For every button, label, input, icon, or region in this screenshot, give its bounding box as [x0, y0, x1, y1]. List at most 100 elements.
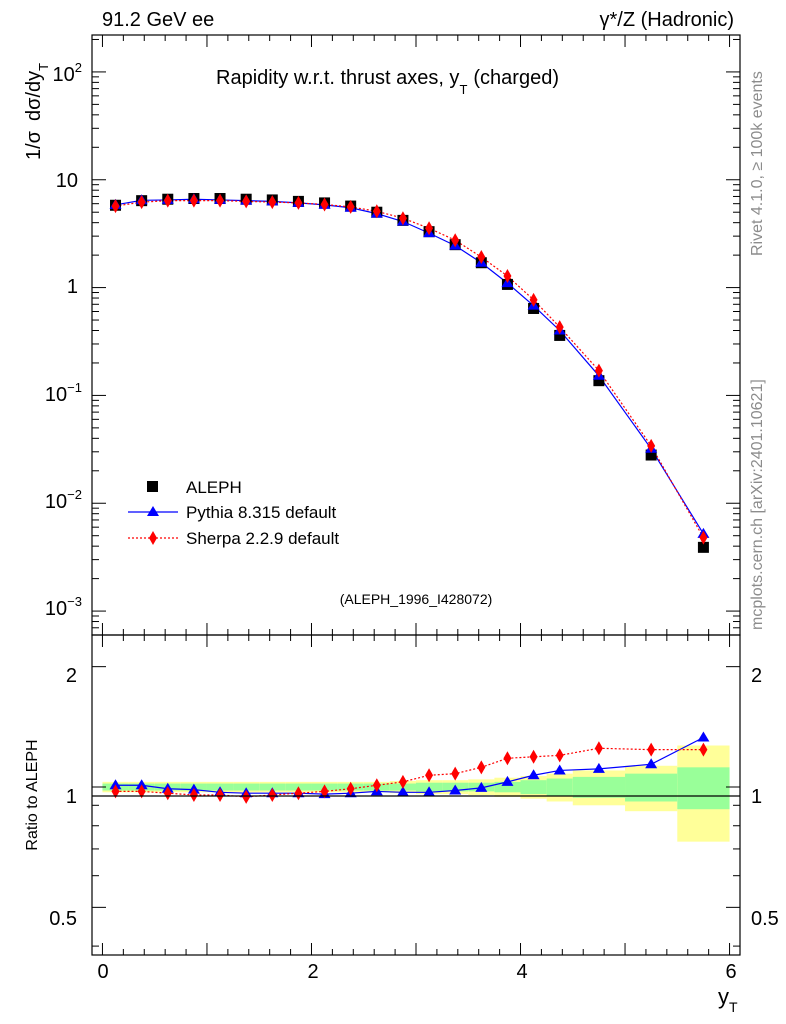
sherpa-ratio-point: [163, 786, 172, 801]
main-plot-series: [109, 193, 710, 553]
ratio-tick-label-left-1: 1: [66, 786, 77, 808]
pythia-ratio-point: [697, 731, 710, 742]
ratio-y-axis-label: Ratio to ALEPH: [24, 739, 41, 850]
ratio-tick-label-left-0.5: 0.5: [49, 908, 77, 930]
legend-marker-sherpa: [149, 531, 157, 545]
ratio-tick-label-left-2: 2: [66, 665, 77, 687]
y-tick-label-1: 1: [67, 276, 78, 298]
aleph-point: [645, 449, 657, 461]
sherpa-point: [163, 193, 172, 208]
pythia-ratio-point: [109, 779, 122, 790]
ratio-tick-label-right-1: 1: [751, 786, 762, 808]
pythia-ratio-point: [592, 762, 605, 773]
ratio-band-inner: [677, 767, 730, 810]
sherpa-ratio-point: [503, 751, 512, 766]
sherpa-point: [555, 320, 564, 335]
legend-label-sherpa: Sherpa 2.2.9 default: [186, 529, 339, 548]
ratio-band-inner: [625, 773, 678, 802]
sherpa-ratio-point: [111, 784, 120, 799]
sherpa-point: [294, 195, 303, 210]
y-tick-label-0.1: 10−1: [45, 380, 82, 406]
sherpa-ratio-point: [346, 781, 355, 796]
sherpa-ratio-point: [137, 784, 146, 799]
sherpa-ratio-point: [555, 748, 564, 763]
ratio-tick-label-right-0.5: 0.5: [751, 908, 779, 930]
sherpa-point: [346, 199, 355, 214]
process-label: γ*/Z (Hadronic): [600, 9, 734, 31]
analysis-id: (ALEPH_1996_I428072): [340, 591, 493, 607]
energy-label: 91.2 GeV ee: [102, 9, 214, 31]
pythia-ratio-point: [553, 764, 566, 775]
x-tick-label-0: 0: [97, 961, 108, 983]
ratio-band-inner: [520, 780, 547, 795]
sherpa-point: [137, 195, 146, 210]
sherpa-ratio-point: [451, 766, 460, 781]
pythia-ratio-point: [135, 779, 148, 790]
sherpa-ratio-point: [189, 787, 198, 802]
aleph-point: [554, 329, 566, 341]
sherpa-point: [216, 193, 225, 208]
sherpa-point: [320, 197, 329, 212]
sherpa-point: [594, 363, 603, 378]
sherpa-point: [529, 292, 538, 307]
sherpa-ratio-point: [398, 774, 407, 789]
pythia-ratio-point: [501, 775, 514, 786]
pythia-ratio-point: [396, 786, 409, 797]
sherpa-ratio-point: [216, 787, 225, 802]
legend-label-aleph: ALEPH: [186, 478, 242, 497]
sherpa-ratio-point: [647, 742, 656, 757]
ratio-band-inner: [259, 783, 286, 791]
ratio-band-inner: [546, 778, 573, 796]
rivet-version-label: Rivet 4.1.0, ≥ 100k events: [749, 71, 766, 256]
sherpa-ratio-point: [699, 742, 708, 757]
x-tick-label-6: 6: [725, 961, 736, 983]
sherpa-ratio-point: [477, 760, 486, 775]
sherpa-ratio-point: [242, 789, 251, 804]
sherpa-point: [503, 269, 512, 284]
y-tick-label-0.01: 10−2: [45, 487, 82, 513]
ratio-band-inner: [494, 781, 521, 793]
legend-marker-aleph: [147, 481, 158, 492]
legend-label-pythia: Pythia 8.315 default: [186, 503, 337, 522]
sherpa-ratio-point: [294, 786, 303, 801]
y-tick-label-100: 102: [53, 60, 82, 86]
sherpa-point: [268, 195, 277, 210]
sherpa-ratio-point: [425, 768, 434, 783]
axis-ticks: [92, 35, 740, 955]
sherpa-ratio-point: [320, 784, 329, 799]
x-axis-label: yT: [718, 984, 738, 1015]
pythia-ratio-point: [527, 769, 540, 780]
aleph-point: [697, 541, 709, 553]
ratio-band-inner: [233, 783, 260, 791]
x-tick-label-4: 4: [516, 961, 527, 983]
sherpa-point: [398, 211, 407, 226]
sherpa-ratio-point: [529, 749, 538, 764]
x-tick-label-2: 2: [307, 961, 318, 983]
ratio-plot-series: [109, 731, 710, 804]
pythia-ratio-point: [475, 781, 488, 792]
sherpa-line: [115, 200, 704, 538]
sherpa-point: [242, 194, 251, 209]
sherpa-point: [425, 221, 434, 236]
sherpa-point: [451, 233, 460, 248]
sherpa-point: [111, 199, 120, 214]
ratio-band-inner: [572, 776, 626, 798]
main-y-axis-label: 1/σdσ/dyT: [23, 63, 51, 160]
plot-title: Rapidity w.r.t. thrust axes, yT(charged): [216, 67, 559, 97]
sherpa-ratio-point: [594, 741, 603, 756]
y-tick-label-0.001: 10−3: [45, 594, 82, 620]
ratio-tick-label-right-2: 2: [751, 665, 762, 687]
pythia-ratio-point: [449, 784, 462, 795]
sherpa-point: [647, 438, 656, 453]
sherpa-point: [372, 204, 381, 219]
pythia-ratio-point: [645, 758, 658, 769]
mcplots-site-label: mcplots.cern.ch [arXiv:2401.10621]: [749, 379, 766, 630]
sherpa-point: [699, 530, 708, 545]
y-tick-label-10: 10: [56, 170, 78, 192]
legend: ALEPH Pythia 8.315 default Sherpa 2.2.9 …: [128, 478, 339, 548]
pythia-ratio-point: [423, 786, 436, 797]
sherpa-point: [477, 250, 486, 265]
sherpa-ratio-point: [372, 778, 381, 793]
sherpa-ratio-point: [268, 787, 277, 802]
